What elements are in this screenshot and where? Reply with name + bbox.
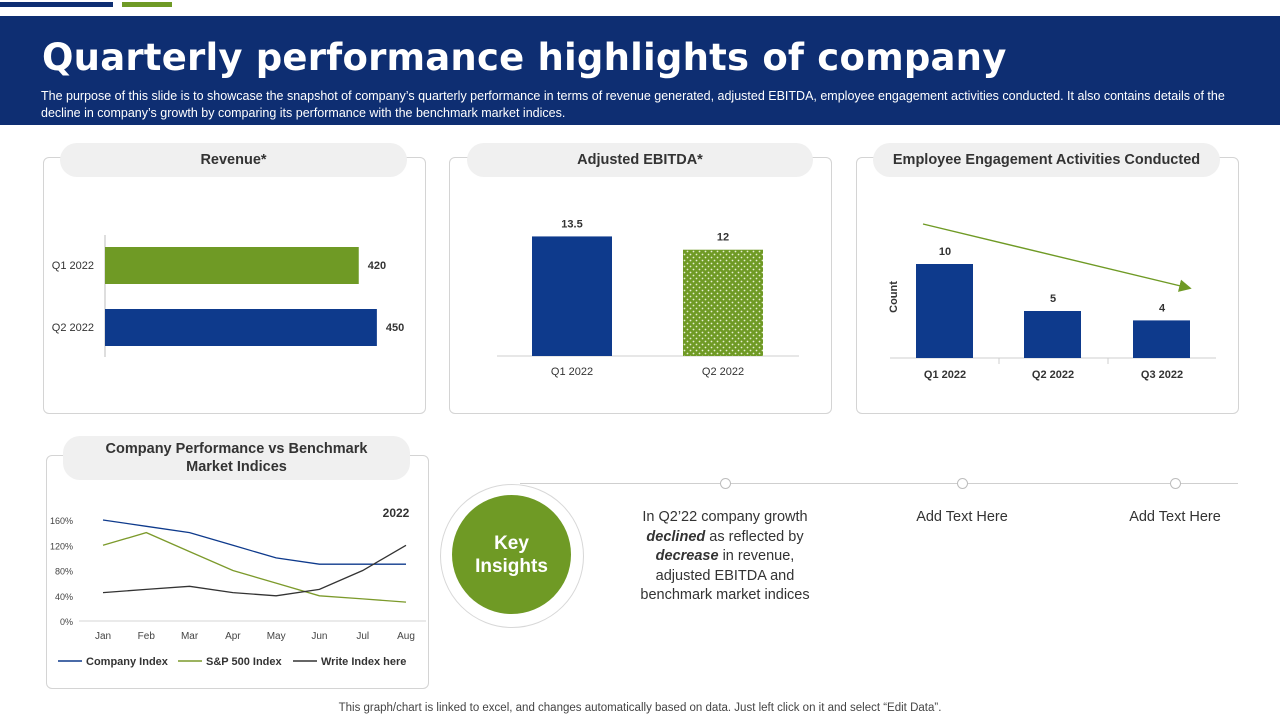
insight-placeholder-2[interactable]: Add Text Here [1129,509,1221,525]
benchmark-xtick: Jan [95,631,111,642]
header-banner: Quarterly performance highlights of comp… [0,16,1280,125]
ebitda-title: Adjusted EBITDA* [467,143,813,177]
insight-line4: adjusted EBITDA and [655,567,795,584]
insight-line3: decrease in revenue, [614,547,836,567]
insight-line1: In Q2’22 company growth [642,509,808,525]
key-insights-circle: Key Insights [452,495,571,614]
insight-line2: declined as reflected by [614,528,836,548]
engagement-data-label: 10 [939,246,951,258]
benchmark-ytick: 40% [55,592,73,602]
timeline-dot-3 [1170,478,1181,489]
revenue-bar [105,309,377,346]
revenue-data-label: 450 [386,322,404,334]
insight-placeholder-1[interactable]: Add Text Here [916,509,1008,525]
revenue-card [43,157,426,414]
benchmark-title-line1: Company Performance vs Benchmark [105,441,368,457]
engagement-bar [916,264,973,358]
engagement-data-label: 4 [1159,302,1166,314]
benchmark-xtick: Apr [225,631,241,642]
legend-label: Company Index [86,656,169,668]
benchmark-xtick: Jun [311,631,327,642]
key-insights-line1: Key [494,532,529,554]
benchmark-xtick: Aug [397,631,415,642]
benchmark-year-label: 2022 [383,506,410,520]
ebitda-data-label: 12 [717,232,729,244]
benchmark-series-line [102,519,406,565]
ebitda-card [449,157,832,414]
engagement-bar [1133,320,1190,358]
engagement-chart[interactable]: Count 10 Q1 2022 5 Q2 2022 4 Q3 2022 [856,157,1237,412]
accent-bar-green [122,2,172,7]
benchmark-ytick: 0% [60,617,73,627]
ebitda-data-label: 13.5 [561,218,582,230]
benchmark-ytick: 160% [50,516,73,526]
engagement-category-label: Q3 2022 [1141,369,1183,381]
benchmark-title-line2: Market Indices [186,459,287,475]
revenue-bar [105,247,359,284]
benchmark-ytick: 80% [55,567,73,577]
insight-main-text: In Q2’22 company growth declined as refl… [614,508,836,606]
engagement-ylabel: Count [888,281,900,313]
benchmark-series-line [102,531,407,603]
trend-arrow [922,223,1192,292]
revenue-category-label: Q2 2022 [52,322,94,334]
timeline-dot-1 [720,478,731,489]
ebitda-category-label: Q1 2022 [551,366,593,378]
ebitda-chart[interactable]: 13.5 Q1 2022 12 Q2 2022 [449,157,830,412]
engagement-category-label: Q1 2022 [924,369,966,381]
timeline-dot-2 [957,478,968,489]
insights-timeline [520,483,1238,484]
page-subtitle: The purpose of this slide is to showcase… [41,89,1225,120]
benchmark-series-line [102,544,407,597]
insight-line5: benchmark market indices [640,587,810,603]
benchmark-ytick: 120% [50,541,73,551]
benchmark-title: Company Performance vs Benchmark Market … [63,436,410,480]
benchmark-xtick: Jul [356,631,369,642]
benchmark-chart[interactable]: 0% 40% 80% 120% 160% Jan Feb Mar Apr May Jun Jul Aug… [46,455,427,687]
engagement-title: Employee Engagement Activities Conducted [873,143,1220,177]
engagement-data-label: 5 [1050,293,1056,305]
legend-label: S&P 500 Index [206,656,282,668]
key-insights-line2: Insights [475,555,548,577]
page-title: Quarterly performance highlights of comp… [42,36,1007,79]
engagement-bar [1024,311,1081,358]
accent-bar-blue [0,2,113,7]
ebitda-bar [532,236,612,356]
revenue-title: Revenue* [60,143,407,177]
revenue-data-label: 420 [368,260,386,272]
engagement-category-label: Q2 2022 [1032,369,1074,381]
revenue-category-label: Q1 2022 [52,260,94,272]
legend-label: Write Index here [321,656,406,668]
footer-note: This graph/chart is linked to excel, and… [338,702,942,714]
benchmark-xtick: May [267,631,286,642]
ebitda-bar [683,249,763,356]
insight-decrease: decrease [655,548,719,564]
ebitda-category-label: Q2 2022 [702,366,744,378]
insight-declined: declined [646,528,706,545]
benchmark-xtick: Feb [138,631,156,642]
insight-line3-rest: in revenue, [718,548,795,564]
insight-line2-rest: as reflected by [705,528,804,545]
revenue-chart[interactable]: Q1 2022 420 Q2 2022 450 [43,157,424,412]
benchmark-xtick: Mar [181,631,199,642]
